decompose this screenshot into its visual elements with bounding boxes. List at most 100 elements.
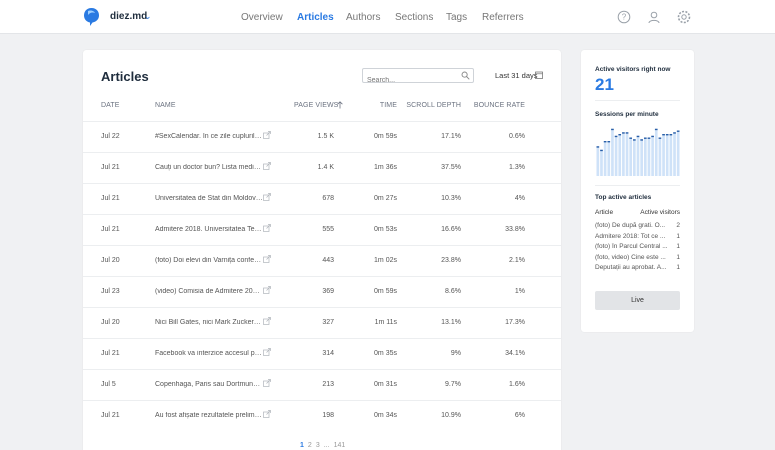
spm-bar-cap (676, 130, 680, 132)
row-date: Jul 5 (101, 381, 116, 388)
spm-bar-cap (654, 128, 658, 131)
chevron-down-icon[interactable]: ⌄ (144, 11, 152, 21)
sort-arrow-icon[interactable] (337, 101, 343, 109)
spm-bar (614, 135, 618, 176)
spm-bar-cap (673, 132, 676, 134)
search-icon[interactable] (461, 71, 470, 80)
spm-bar-cap (607, 141, 611, 143)
row-page-views: 213 (322, 381, 334, 388)
spm-bar (658, 137, 662, 176)
logo-icon[interactable] (83, 7, 100, 27)
top-articles-label: Top active articles (595, 194, 652, 201)
row-article-name[interactable]: Admitere 2018. Universitatea Teh... (155, 226, 263, 233)
nav-authors[interactable]: Authors (346, 12, 381, 23)
table-row[interactable]: Jul 21 Au fost afișate rezultatele prelim… (83, 400, 561, 431)
row-article-name[interactable]: Copenhaga, Paris sau Dortmund la... (155, 381, 263, 388)
row-time: 1m 02s (374, 257, 397, 264)
top-article-name[interactable]: Deputații au aprobat. A... (595, 264, 667, 271)
page-link[interactable]: 3 (315, 442, 320, 449)
top-article-row[interactable]: Deputații au aprobat. A... 1 (595, 264, 680, 274)
spm-bar-cap (596, 146, 600, 148)
articles-card: Articles Last 31 days Date Name Page vie… (83, 50, 561, 450)
row-article-name[interactable]: (video) Comisia de Admitere 2018... (155, 288, 263, 295)
row-article-name[interactable]: Nici Bill Gates, nici Mark Zuckerbe... (155, 319, 263, 326)
divider (595, 100, 680, 101)
sessions-per-minute-chart (596, 128, 680, 176)
top-article-name[interactable]: (foto) De după grati. O... (595, 222, 666, 229)
site-name[interactable]: diez.md (110, 11, 148, 22)
row-time: 0m 53s (374, 226, 397, 233)
nav-articles[interactable]: Articles (297, 12, 334, 23)
spm-bar-cap (662, 134, 665, 136)
help-icon[interactable]: ? (617, 10, 631, 24)
col-header-name[interactable]: Name (155, 102, 176, 109)
col-header-date[interactable]: Date (101, 102, 120, 109)
top-article-row[interactable]: (foto) În Parcul Central ... 1 (595, 243, 680, 253)
live-button[interactable]: Live (595, 291, 680, 310)
nav-tags[interactable]: Tags (446, 12, 468, 23)
col-header-bounce-rate[interactable]: Bounce rate (473, 102, 525, 109)
user-icon[interactable] (647, 10, 661, 24)
page-last[interactable]: 141 (333, 442, 346, 449)
calendar-icon[interactable] (535, 71, 543, 79)
row-bounce-rate: 6% (514, 412, 525, 419)
page-link[interactable]: 2 (307, 442, 312, 449)
top-article-name[interactable]: Admitere 2018: Tot ce ... (595, 232, 666, 240)
external-link-icon[interactable] (263, 317, 271, 325)
spm-bar (643, 137, 647, 176)
top-article-row[interactable]: (foto) De după grati. O... 2 (595, 222, 680, 232)
external-link-icon[interactable] (263, 224, 271, 232)
external-link-icon[interactable] (263, 379, 271, 387)
row-page-views: 555 (322, 226, 334, 233)
table-row[interactable]: Jul 21 Facebook va interzice accesul pent… (83, 338, 561, 369)
spm-bar-cap (603, 141, 607, 143)
table-row[interactable]: Jul 21 Cauți un doctor bun? Lista medicil… (83, 152, 561, 183)
table-row[interactable]: Jul 20 Nici Bill Gates, nici Mark Zuckerb… (83, 307, 561, 338)
nav-overview[interactable]: Overview (241, 12, 283, 23)
external-link-icon[interactable] (263, 193, 271, 201)
external-link-icon[interactable] (263, 131, 271, 139)
search-input[interactable] (363, 74, 455, 87)
nav-referrers[interactable]: Referrers (482, 12, 524, 23)
settings-icon[interactable] (677, 10, 691, 24)
row-article-name[interactable]: Cauți un doctor bun? Lista medicilo... (155, 164, 263, 171)
row-bounce-rate: 4% (514, 195, 525, 202)
col-header-scroll-depth[interactable]: Scroll depth (406, 102, 461, 109)
table-row[interactable]: Jul 5 Copenhaga, Paris sau Dortmund la...… (83, 369, 561, 400)
table-row[interactable]: Jul 22 #SexCalendar. În ce zile cuplurile… (83, 121, 561, 152)
table-row[interactable]: Jul 20 (foto) Doi elevi din Varnița confe… (83, 245, 561, 276)
row-article-name[interactable]: Facebook va interzice accesul pent... (155, 350, 263, 357)
col-header-time[interactable]: Time (379, 102, 397, 109)
row-article-name[interactable]: Universitatea de Stat din Moldova ... (155, 195, 263, 202)
row-time: 1m 36s (374, 164, 397, 171)
top-articles-col-visitors: Active visitors (640, 209, 680, 216)
page-current[interactable]: 1 (300, 442, 304, 449)
nav-sections[interactable]: Sections (395, 12, 434, 23)
top-article-row[interactable]: (foto, video) Cine este ... 1 (595, 254, 680, 264)
row-article-name[interactable]: Au fost afișate rezultatele prelimin... (155, 412, 263, 419)
row-article-name[interactable]: (foto) Doi elevi din Varnița confecți... (155, 257, 263, 264)
external-link-icon[interactable] (263, 255, 271, 263)
row-bounce-rate: 33.8% (505, 226, 525, 233)
row-article-name[interactable]: #SexCalendar. În ce zile cuplurile p... (155, 133, 263, 140)
page-ellipsis: ... (323, 442, 330, 449)
row-scroll-depth: 9% (450, 350, 461, 357)
top-article-name[interactable]: (foto, video) Cine este ... (595, 253, 666, 261)
table-row[interactable]: Jul 21 Admitere 2018. Universitatea Teh..… (83, 214, 561, 245)
divider (595, 185, 680, 186)
external-link-icon[interactable] (263, 162, 271, 170)
table-row[interactable]: Jul 21 Universitatea de Stat din Moldova … (83, 183, 561, 214)
top-article-name[interactable]: (foto) În Parcul Central ... (595, 243, 668, 250)
external-link-icon[interactable] (263, 348, 271, 356)
col-header-page-views[interactable]: Page views (294, 102, 339, 109)
table-row[interactable]: Jul 23 (video) Comisia de Admitere 2018..… (83, 276, 561, 307)
top-article-row[interactable]: Admitere 2018: Tot ce ... 1 (595, 233, 680, 243)
row-scroll-depth: 37.5% (441, 164, 461, 171)
external-link-icon[interactable] (263, 410, 271, 418)
date-range-selector[interactable]: Last 31 days (495, 71, 538, 80)
external-link-icon[interactable] (263, 286, 271, 294)
row-page-views: 314 (322, 350, 334, 357)
row-scroll-depth: 13.1% (441, 319, 461, 326)
spm-bar (654, 128, 658, 176)
sessions-per-minute-label: Sessions per minute (595, 111, 659, 118)
